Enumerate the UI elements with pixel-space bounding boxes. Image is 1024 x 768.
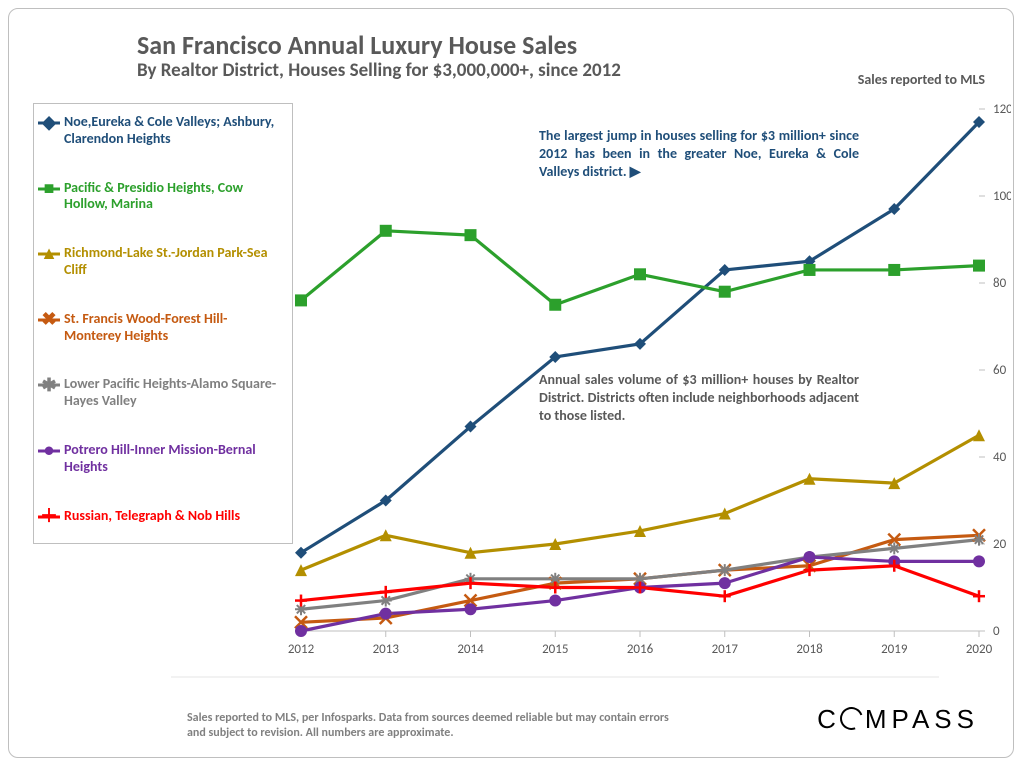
legend-marker-icon: ✖ <box>40 311 58 329</box>
legend-label: Pacific & Presidio Heights, Cow Hollow, … <box>64 180 284 214</box>
legend-box: ◆ Noe,Eureka & Cole Valleys; Ashbury, Cla… <box>33 103 293 544</box>
svg-text:2014: 2014 <box>457 642 484 657</box>
svg-text:0: 0 <box>993 624 1000 639</box>
svg-text:20: 20 <box>993 537 1007 552</box>
legend-label: St. Francis Wood-Forest Hill-Monterey He… <box>64 311 284 345</box>
legend-item-pac: ■ Pacific & Presidio Heights, Cow Hollow,… <box>40 180 284 214</box>
legend-marker-icon: ◆ <box>40 114 58 132</box>
svg-text:2013: 2013 <box>373 642 400 657</box>
svg-text:2017: 2017 <box>712 642 739 657</box>
svg-text:40: 40 <box>993 450 1007 465</box>
legend-label: Russian, Telegraph & Nob Hills <box>64 508 284 525</box>
chart-subtitle: By Realtor District, Houses Selling for … <box>137 59 621 82</box>
legend-label: Potrero Hill-Inner Mission-Bernal Height… <box>64 442 284 476</box>
legend-item-pot: ● Potrero Hill-Inner Mission-Bernal Heigh… <box>40 442 284 476</box>
legend-label: Noe,Eureka & Cole Valleys; Ashbury, Clar… <box>64 114 284 148</box>
legend-item-lph: ✱ Lower Pacific Heights-Alamo Square-Haye… <box>40 376 284 410</box>
svg-text:100: 100 <box>993 189 1011 204</box>
svg-text:2019: 2019 <box>881 642 908 657</box>
svg-text:2015: 2015 <box>542 642 568 657</box>
chart-frame: San Francisco Annual Luxury House Sales … <box>8 8 1014 758</box>
svg-text:2020: 2020 <box>966 642 993 657</box>
svg-text:2018: 2018 <box>796 642 823 657</box>
annotation-1: The largest jump in houses selling for $… <box>539 127 859 182</box>
legend-marker-icon: ■ <box>40 180 58 198</box>
footer-note: Sales reported to MLS, per Infosparks. D… <box>187 711 687 741</box>
svg-text:120: 120 <box>993 102 1011 117</box>
legend-item-rich: ▲ Richmond-Lake St.-Jordan Park-Sea Cliff <box>40 245 284 279</box>
legend-marker-icon: ● <box>40 442 58 460</box>
svg-text:60: 60 <box>993 363 1007 378</box>
compass-o-icon <box>836 703 867 734</box>
legend-marker-icon: ▲ <box>40 245 58 263</box>
compass-logo: CMPASS <box>817 704 979 735</box>
legend-label: Lower Pacific Heights-Alamo Square-Hayes… <box>64 376 284 410</box>
mls-note: Sales reported to MLS <box>858 71 985 88</box>
legend-marker-icon: ✱ <box>40 376 58 394</box>
svg-text:80: 80 <box>993 276 1007 291</box>
svg-text:2016: 2016 <box>627 642 654 657</box>
svg-text:2012: 2012 <box>288 642 315 657</box>
title-block: San Francisco Annual Luxury House Sales … <box>137 29 621 82</box>
legend-item-stf: ✖ St. Francis Wood-Forest Hill-Monterey H… <box>40 311 284 345</box>
chart-title: San Francisco Annual Luxury House Sales <box>137 29 621 61</box>
legend-item-noe: ◆ Noe,Eureka & Cole Valleys; Ashbury, Cla… <box>40 114 284 148</box>
legend-item-rus: ＋ Russian, Telegraph & Nob Hills <box>40 508 284 526</box>
legend-marker-icon: ＋ <box>40 508 58 526</box>
annotation-2: Annual sales volume of $3 million+ house… <box>539 371 859 426</box>
legend-label: Richmond-Lake St.-Jordan Park-Sea Cliff <box>64 245 284 279</box>
